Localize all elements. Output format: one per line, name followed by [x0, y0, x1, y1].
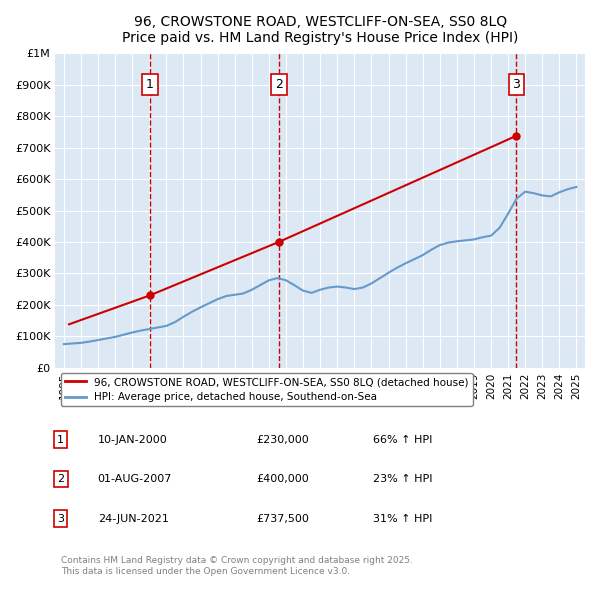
- Text: £230,000: £230,000: [257, 435, 310, 444]
- Text: 3: 3: [57, 514, 64, 523]
- Text: 23% ↑ HPI: 23% ↑ HPI: [373, 474, 433, 484]
- Legend: 96, CROWSTONE ROAD, WESTCLIFF-ON-SEA, SS0 8LQ (detached house), HPI: Average pri: 96, CROWSTONE ROAD, WESTCLIFF-ON-SEA, SS…: [61, 373, 473, 407]
- Text: 24-JUN-2021: 24-JUN-2021: [98, 514, 169, 523]
- Text: 1: 1: [146, 78, 154, 91]
- Text: £737,500: £737,500: [257, 514, 310, 523]
- Text: 01-AUG-2007: 01-AUG-2007: [98, 474, 172, 484]
- Text: 66% ↑ HPI: 66% ↑ HPI: [373, 435, 433, 444]
- Text: 2: 2: [57, 474, 64, 484]
- Text: 10-JAN-2000: 10-JAN-2000: [98, 435, 167, 444]
- Text: 3: 3: [512, 78, 520, 91]
- Text: 2: 2: [275, 78, 283, 91]
- Text: £400,000: £400,000: [257, 474, 310, 484]
- Title: 96, CROWSTONE ROAD, WESTCLIFF-ON-SEA, SS0 8LQ
Price paid vs. HM Land Registry's : 96, CROWSTONE ROAD, WESTCLIFF-ON-SEA, SS…: [122, 15, 518, 45]
- Text: 1: 1: [57, 435, 64, 444]
- Text: Contains HM Land Registry data © Crown copyright and database right 2025.
This d: Contains HM Land Registry data © Crown c…: [61, 556, 413, 576]
- Text: 31% ↑ HPI: 31% ↑ HPI: [373, 514, 433, 523]
